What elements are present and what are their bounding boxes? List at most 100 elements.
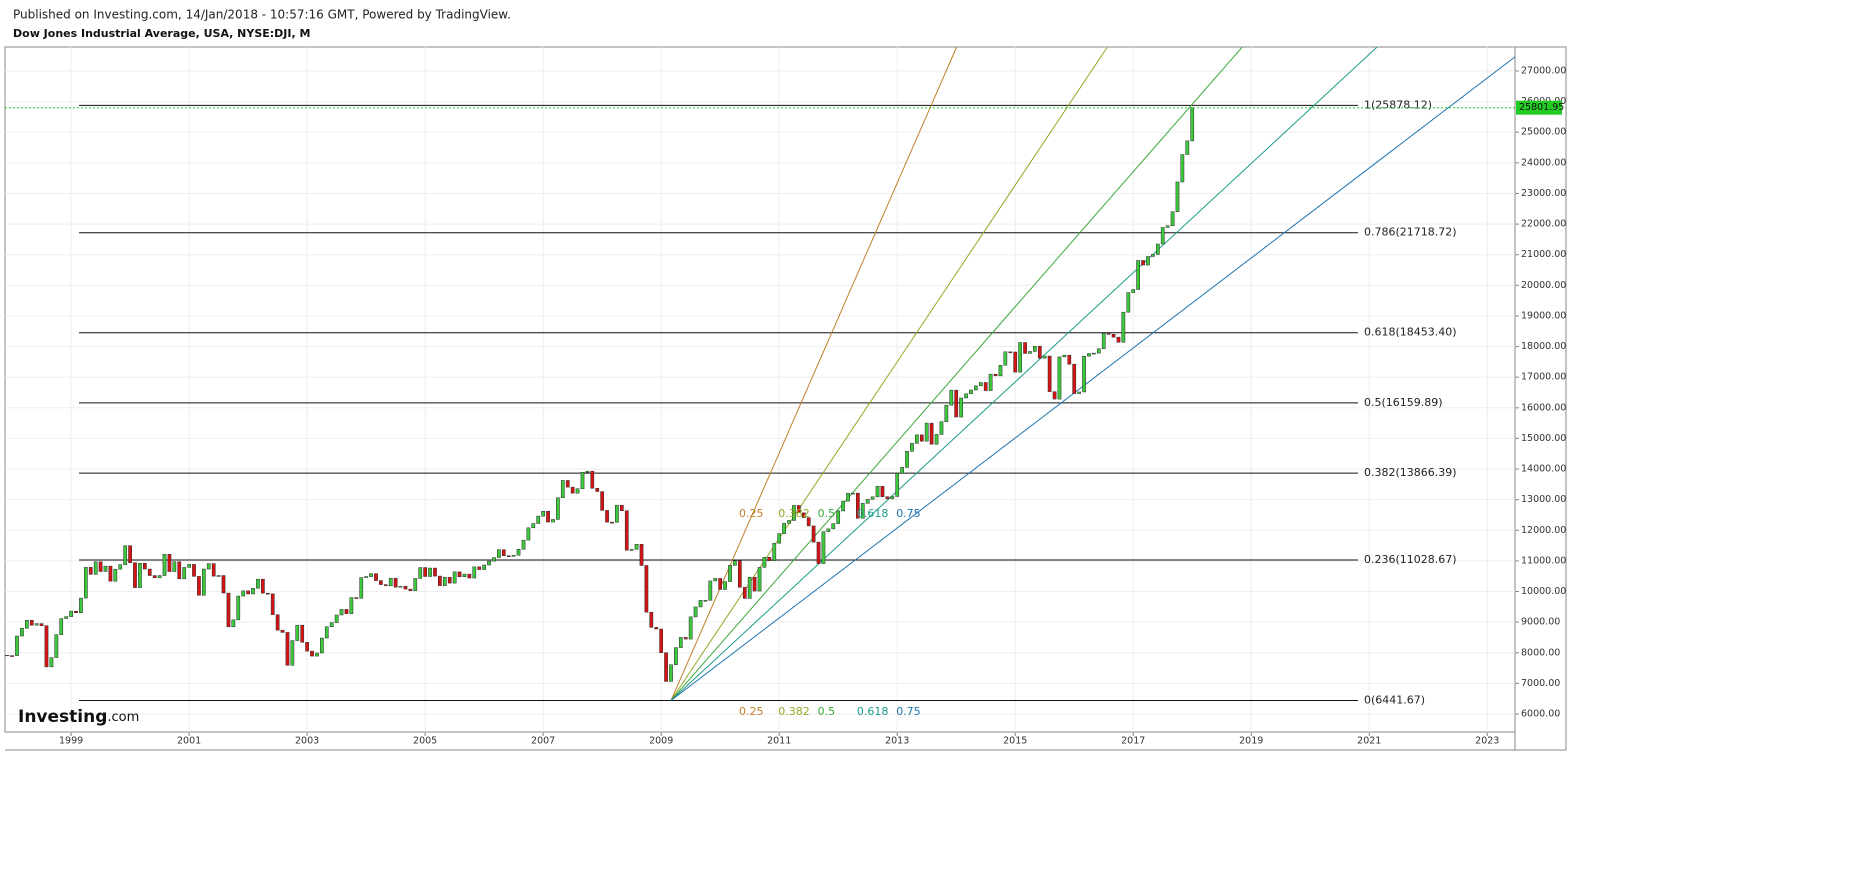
y-tick-label: 6000.00 (1521, 708, 1560, 719)
candle (83, 567, 88, 599)
fib-level-label: 0(6441.67) (1364, 693, 1425, 706)
candle (1092, 352, 1096, 355)
candle (315, 652, 319, 657)
x-tick-label: 2019 (1239, 736, 1263, 747)
y-tick-label: 17000.00 (1521, 372, 1566, 383)
candle (605, 510, 609, 523)
candle (354, 597, 359, 599)
candle (359, 577, 364, 599)
x-tick-label: 2003 (295, 736, 319, 747)
candle (1037, 345, 1042, 359)
candle (880, 486, 885, 497)
candle (1155, 243, 1160, 255)
candle (610, 521, 614, 524)
x-tick-label: 2013 (885, 736, 909, 747)
candle (988, 373, 993, 391)
x-tick-label: 2011 (767, 736, 791, 747)
candle (265, 592, 270, 595)
candle (329, 622, 334, 627)
candle (1082, 355, 1086, 393)
y-tick-label: 18000.00 (1521, 341, 1566, 352)
candle (379, 580, 383, 585)
x-tick-label: 2021 (1357, 736, 1381, 747)
candle (855, 492, 860, 519)
candle (182, 567, 187, 580)
x-tick-label: 2015 (1003, 736, 1027, 747)
fib-level-label: 0.786(21718.72) (1364, 226, 1457, 239)
fan-label-top: 0.382 (778, 507, 810, 520)
candle (590, 470, 595, 489)
y-tick-label: 11000.00 (1521, 555, 1566, 566)
candle (418, 567, 423, 579)
candle (44, 625, 49, 668)
candle (334, 614, 339, 623)
candle (231, 619, 236, 628)
fan-line (670, 56, 1515, 701)
candle (536, 515, 541, 524)
candle (492, 557, 496, 562)
candle (216, 575, 221, 577)
y-tick-label: 22000.00 (1521, 219, 1566, 230)
x-tick-label: 2007 (531, 736, 555, 747)
candle (29, 619, 34, 626)
candle (836, 510, 841, 524)
fan-line (670, 47, 958, 701)
y-tick-label: 12000.00 (1521, 525, 1566, 536)
candle (1180, 154, 1185, 183)
y-tick-label: 20000.00 (1521, 280, 1566, 291)
candle (152, 575, 157, 579)
fib-level-label: 0.618(18453.40) (1364, 326, 1457, 339)
candle (320, 637, 324, 654)
y-tick-label: 10000.00 (1521, 586, 1566, 597)
candle (556, 497, 560, 520)
candle (629, 549, 634, 551)
candle (383, 584, 388, 587)
candle (713, 578, 718, 582)
candle (506, 555, 511, 558)
candle (1101, 333, 1106, 349)
candle (24, 619, 29, 629)
candle (79, 597, 83, 613)
candle (762, 557, 767, 568)
candle (497, 549, 501, 558)
candle (236, 595, 241, 621)
candle (654, 627, 659, 630)
candle (782, 523, 786, 534)
candle (457, 571, 462, 578)
candle (202, 568, 206, 596)
candle (703, 600, 708, 602)
candle (1160, 227, 1165, 245)
candle (1003, 351, 1008, 366)
candle (128, 545, 132, 563)
candle (688, 616, 693, 640)
candle (919, 434, 924, 442)
logo-main: Investing (18, 707, 107, 727)
candle (708, 580, 713, 601)
candle (816, 541, 821, 564)
candle (777, 533, 782, 544)
candle (285, 632, 290, 666)
candle (674, 647, 678, 665)
candle (747, 577, 752, 599)
y-tick-label: 21000.00 (1521, 249, 1566, 260)
x-tick-label: 1999 (59, 736, 83, 747)
candle (1052, 391, 1057, 400)
candle (10, 655, 14, 657)
candle (98, 561, 103, 572)
candle (895, 473, 900, 497)
candle (197, 576, 201, 596)
candle (241, 590, 246, 597)
candle (905, 451, 909, 468)
candle (865, 499, 870, 504)
candle (472, 566, 477, 579)
candle (792, 505, 796, 521)
candle (261, 578, 265, 594)
candle (133, 562, 137, 588)
candle (226, 592, 231, 628)
y-tick-label: 16000.00 (1521, 402, 1566, 413)
candle (1111, 334, 1116, 338)
candle (1106, 333, 1111, 335)
candle (526, 527, 531, 541)
candle (993, 373, 998, 377)
y-tick-label: 19000.00 (1521, 310, 1566, 321)
